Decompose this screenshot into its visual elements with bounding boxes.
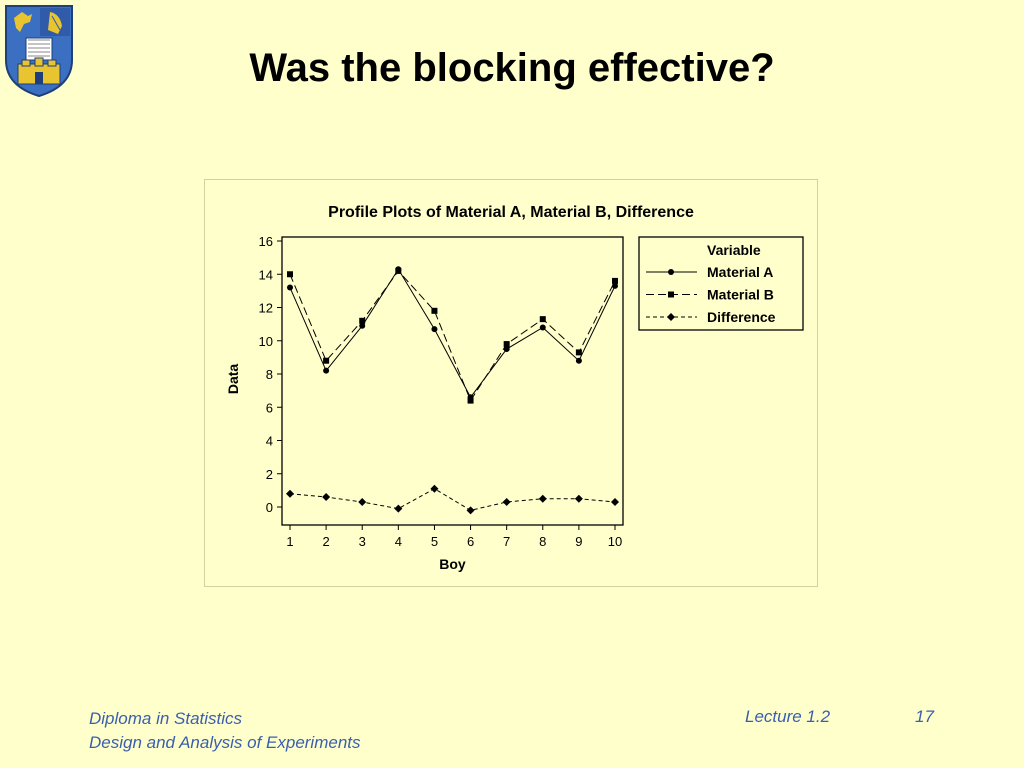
y-tick-label: 0: [266, 500, 273, 515]
legend-marker-difference: [667, 313, 675, 321]
footer-line1: Diploma in Statistics: [89, 709, 243, 728]
series-line-difference: [289, 488, 616, 511]
data-point-difference: [574, 494, 583, 503]
y-tick-label: 12: [259, 301, 273, 316]
x-tick-label: 4: [395, 534, 402, 549]
data-point-material-b: [612, 277, 618, 284]
legend-title: Variable: [707, 242, 761, 258]
data-point-material-a: [431, 326, 438, 333]
data-point-material-a: [287, 284, 293, 291]
chart-panel: Profile Plots of Material A, Material B,…: [204, 179, 818, 587]
data-point-difference: [286, 489, 294, 498]
data-point-material-b: [467, 397, 474, 404]
x-tick-label: 1: [286, 534, 293, 549]
university-crest-icon: [5, 5, 73, 98]
x-tick-label: 2: [322, 534, 329, 549]
data-point-material-a: [612, 282, 618, 289]
x-axis-label: Boy: [439, 556, 466, 572]
y-tick-label: 16: [259, 234, 273, 249]
series-line-material-b: [289, 270, 616, 402]
y-tick-label: 2: [266, 467, 273, 482]
data-point-material-b: [503, 341, 510, 348]
footer-lecture: Lecture 1.2: [745, 707, 831, 726]
y-tick-label: 8: [266, 367, 273, 382]
y-tick-label: 14: [259, 267, 273, 282]
data-point-difference: [394, 504, 403, 513]
x-tick-label: 7: [503, 534, 510, 549]
x-tick-label: 5: [431, 534, 438, 549]
data-point-material-b: [359, 317, 366, 324]
legend-label-difference: Difference: [707, 309, 776, 325]
legend-box: [638, 236, 804, 331]
series-line-material-a: [289, 268, 616, 399]
legend-marker-material-b: [668, 291, 674, 298]
y-tick-label: 10: [259, 334, 273, 349]
plot-frame: [281, 236, 624, 526]
x-tick-label: 6: [467, 534, 474, 549]
data-point-difference: [538, 494, 547, 503]
x-tick-label: 8: [539, 534, 546, 549]
data-point-material-a: [539, 324, 546, 331]
data-point-material-a: [503, 346, 510, 353]
footer-course: Diploma in Statistics Design and Analysi…: [89, 707, 361, 755]
data-point-difference: [358, 498, 367, 507]
footer-line2: Design and Analysis of Experiments: [89, 733, 361, 752]
data-point-difference: [466, 506, 475, 515]
x-tick-label: 10: [608, 534, 622, 549]
data-point-material-b: [431, 307, 438, 314]
x-tick-label: 3: [359, 534, 366, 549]
legend-label-material-b: Material B: [707, 287, 774, 303]
x-tick-label: 9: [575, 534, 582, 549]
slide-title: Was the blocking effective?: [249, 46, 775, 90]
y-tick-label: 6: [266, 400, 273, 415]
data-point-material-b: [287, 271, 293, 278]
data-point-difference: [611, 498, 619, 507]
data-point-material-a: [323, 367, 330, 374]
data-point-material-b: [323, 357, 330, 364]
y-axis-label: Data: [225, 364, 241, 395]
data-point-difference: [430, 484, 439, 493]
y-tick-label: 4: [266, 434, 273, 449]
data-point-material-a: [359, 322, 366, 329]
data-point-difference: [502, 498, 511, 507]
data-point-material-b: [395, 267, 402, 274]
legend-marker-material-a: [668, 269, 674, 275]
data-point-material-a: [575, 357, 582, 364]
data-point-material-b: [539, 316, 546, 323]
profile-plot-chart: Profile Plots of Material A, Material B,…: [225, 204, 804, 572]
footer-page-number: 17: [915, 707, 934, 726]
legend-label-material-a: Material A: [707, 264, 773, 280]
chart-title: Profile Plots of Material A, Material B,…: [328, 204, 694, 221]
data-point-difference: [322, 493, 331, 502]
data-point-material-b: [575, 349, 582, 356]
